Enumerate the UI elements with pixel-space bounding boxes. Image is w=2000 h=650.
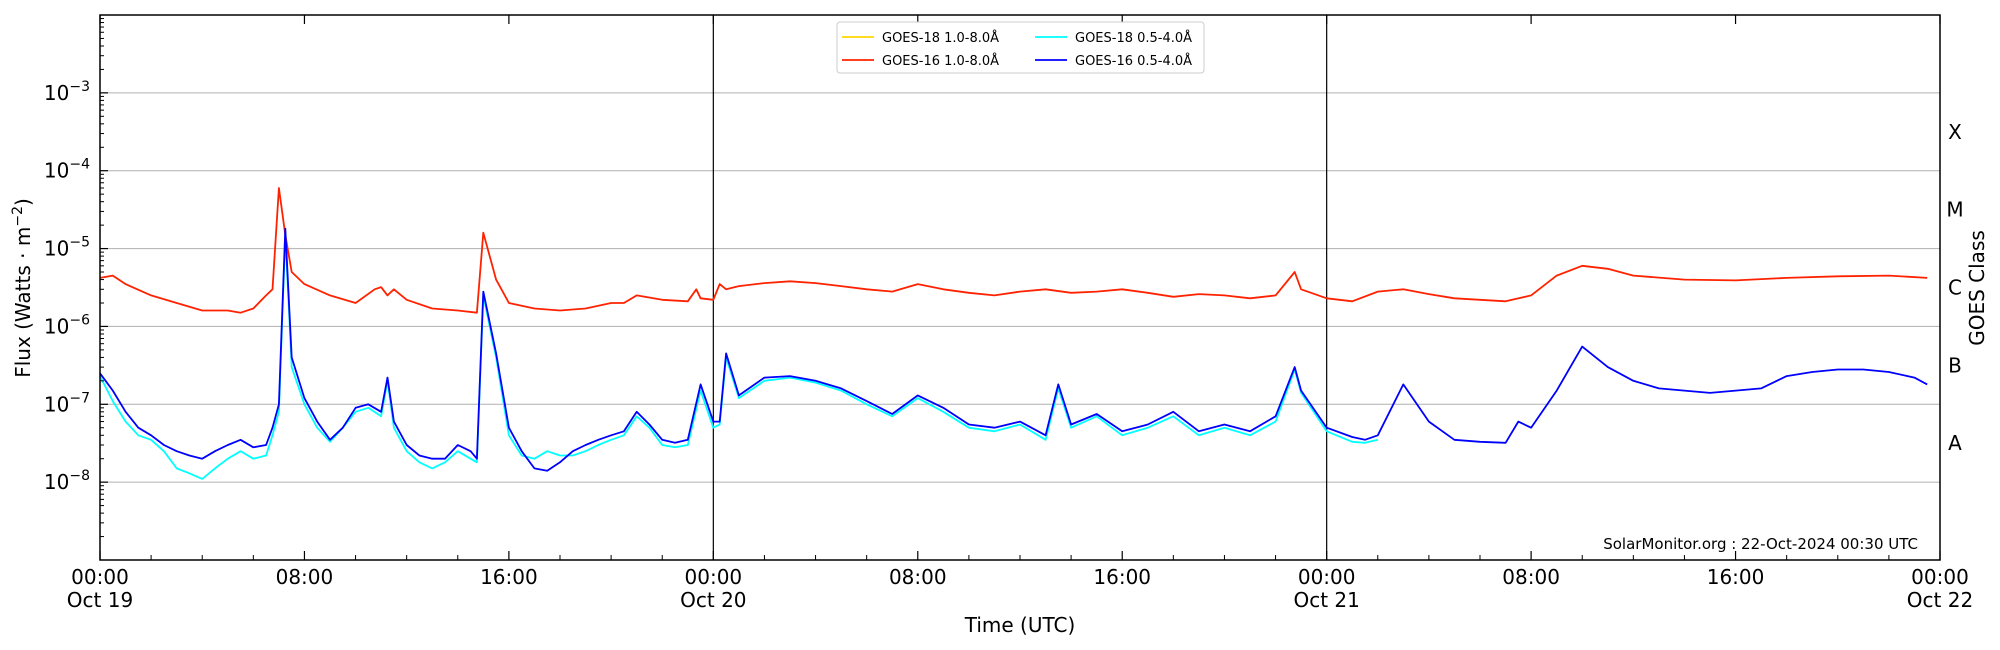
x-tick-label: 08:00 xyxy=(276,565,334,589)
day-boundary-lines xyxy=(712,15,1328,560)
x-tick-label: 00:00 xyxy=(1298,565,1356,589)
y-axis-title: Flux (Watts · m−2) xyxy=(10,198,35,378)
x-tick-date-label: Oct 20 xyxy=(680,588,746,612)
y-tick-label: 10−8 xyxy=(44,468,90,494)
plot-frame xyxy=(99,14,1941,561)
y-tick-label: 10−4 xyxy=(44,157,90,183)
goes-class-labels: X M C B A xyxy=(1946,120,1963,455)
legend-label: GOES-16 0.5-4.0Å xyxy=(1075,53,1192,69)
grid-lines xyxy=(100,92,1940,483)
legend-label: GOES-18 1.0-8.0Å xyxy=(882,30,999,46)
x-axis-title: Time (UTC) xyxy=(964,613,1076,637)
series-line-1 xyxy=(99,233,1379,480)
y-tick-labels: 10−3 10−4 10−5 10−6 10−7 10−8 xyxy=(44,79,90,494)
legend-label: GOES-18 0.5-4.0Å xyxy=(1075,30,1192,46)
goes-class-m: M xyxy=(1946,198,1963,222)
legend-box xyxy=(836,21,1205,74)
y-tick-label: 10−6 xyxy=(44,312,90,338)
series-line-3 xyxy=(99,227,1928,472)
y-tick-label: 10−5 xyxy=(44,235,90,261)
x-tick-date-label: Oct 19 xyxy=(67,588,133,612)
credit-text: SolarMonitor.org : 22-Oct-2024 00:30 UTC xyxy=(1603,535,1918,553)
x-tick-label: 00:00 xyxy=(685,565,743,589)
legend: GOES-18 1.0-8.0Å GOES-18 0.5-4.0Å GOES-16 … xyxy=(836,21,1205,74)
x-tick-label: 00:00 xyxy=(71,565,129,589)
y-tick-label: 10−3 xyxy=(44,79,90,105)
x-tick-label: 16:00 xyxy=(1707,565,1765,589)
goes-class-a: A xyxy=(1948,431,1962,455)
x-tick-label: 16:00 xyxy=(1093,565,1151,589)
series-line-2 xyxy=(99,187,1928,314)
x-tick-date-label: Oct 22 xyxy=(1907,588,1973,612)
y-tick-label: 10−7 xyxy=(44,390,90,416)
x-tick-label: 08:00 xyxy=(1502,565,1560,589)
goes-class-x: X xyxy=(1948,120,1962,144)
x-tick-label: 08:00 xyxy=(889,565,947,589)
x-tick-label: 16:00 xyxy=(480,565,538,589)
data-series xyxy=(99,187,1928,480)
goes-class-b: B xyxy=(1948,353,1962,377)
axis-ticks xyxy=(99,15,1941,560)
x-tick-date-label: Oct 21 xyxy=(1293,588,1359,612)
y2-axis-title: GOES Class xyxy=(1965,230,1989,346)
x-tick-label: 00:00 xyxy=(1911,565,1969,589)
legend-label: GOES-16 1.0-8.0Å xyxy=(882,53,999,69)
goes-class-c: C xyxy=(1948,276,1962,300)
